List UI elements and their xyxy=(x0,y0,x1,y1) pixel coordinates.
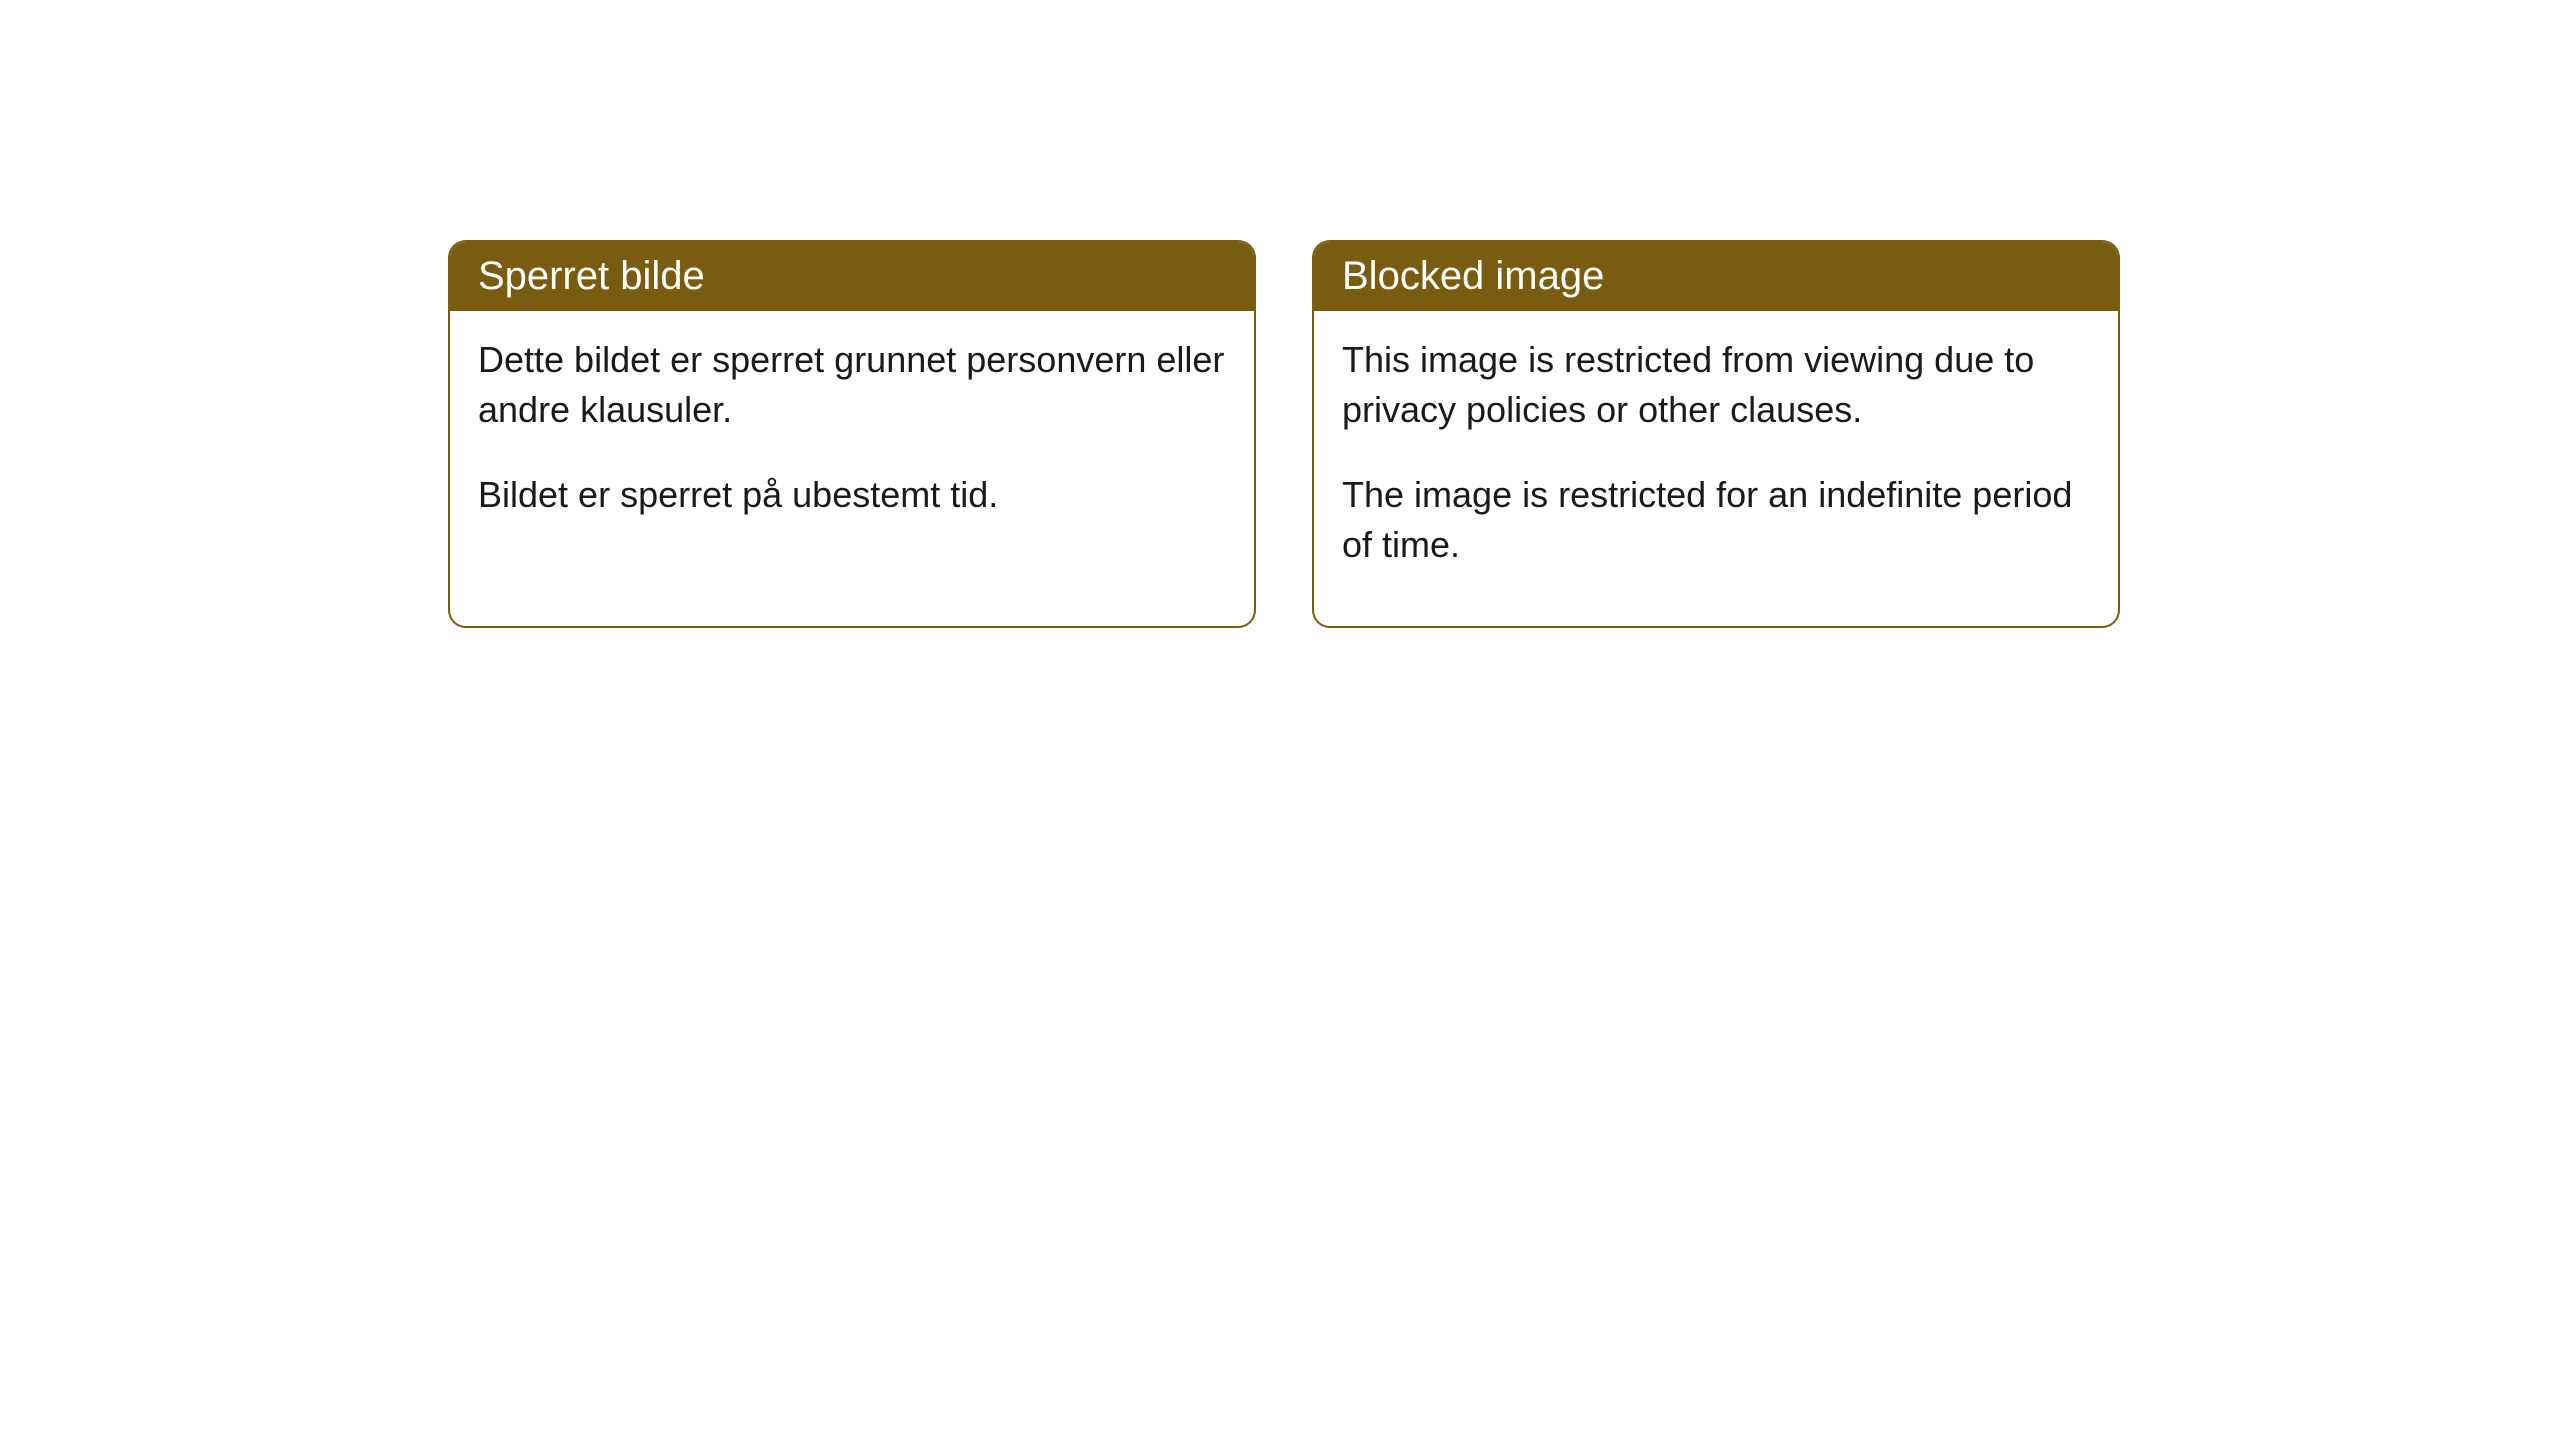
card-paragraph2-en: The image is restricted for an indefinit… xyxy=(1342,470,2090,569)
card-header-en: Blocked image xyxy=(1314,242,2118,311)
card-paragraph2-no: Bildet er sperret på ubestemt tid. xyxy=(478,470,1226,520)
blocked-image-card-en: Blocked image This image is restricted f… xyxy=(1312,240,2120,628)
card-title-en: Blocked image xyxy=(1342,254,1604,298)
card-paragraph1-en: This image is restricted from viewing du… xyxy=(1342,335,2090,434)
card-header-no: Sperret bilde xyxy=(450,242,1254,311)
cards-container: Sperret bilde Dette bildet er sperret gr… xyxy=(448,240,2120,628)
card-body-en: This image is restricted from viewing du… xyxy=(1314,311,2118,626)
blocked-image-card-no: Sperret bilde Dette bildet er sperret gr… xyxy=(448,240,1256,628)
card-body-no: Dette bildet er sperret grunnet personve… xyxy=(450,311,1254,576)
card-title-no: Sperret bilde xyxy=(478,254,705,298)
card-paragraph1-no: Dette bildet er sperret grunnet personve… xyxy=(478,335,1226,434)
